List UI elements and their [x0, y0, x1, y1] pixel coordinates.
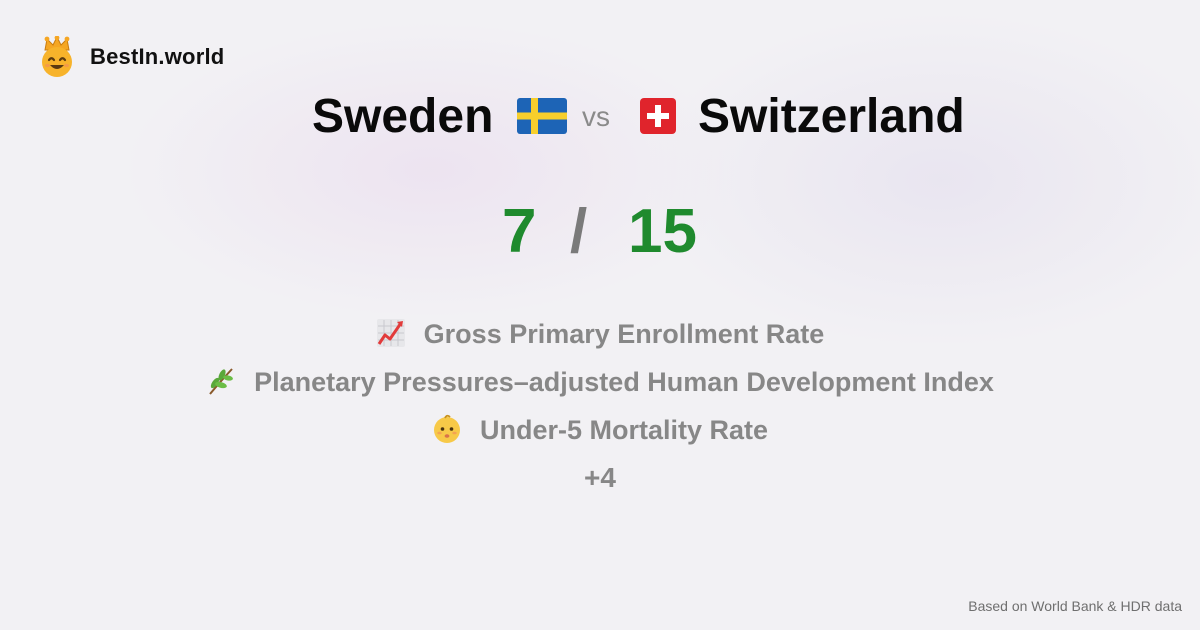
country-a-name: Sweden	[312, 90, 494, 143]
sweden-flag-icon	[517, 98, 567, 134]
background-blob	[120, 20, 740, 320]
background-blob	[640, 10, 1200, 350]
score-a: 7	[502, 197, 537, 266]
data-source-note: Based on World Bank & HDR data	[968, 598, 1182, 614]
herb-icon	[209, 368, 234, 395]
baby-icon	[433, 414, 460, 443]
comparison-title: Sweden vs Switzerland	[0, 88, 1200, 148]
metric-label: Under-5 Mortality Rate	[479, 415, 769, 445]
metric-item: Under-5 Mortality Rate	[0, 412, 1200, 448]
brand[interactable]: BestIn.world	[38, 36, 224, 78]
chart-increasing-icon	[376, 319, 405, 347]
vs-label: vs	[582, 101, 610, 132]
metric-item: Planetary Pressures–adjusted Human Devel…	[0, 364, 1200, 400]
score-separator: /	[570, 197, 588, 266]
brand-name: BestIn.world	[90, 44, 225, 69]
metric-item: Gross Primary Enrollment Rate	[0, 316, 1200, 352]
score-b: 15	[628, 197, 697, 266]
smiling-face-with-crown-icon	[42, 36, 72, 77]
more-metrics-count[interactable]: +4	[584, 462, 616, 493]
metric-label: Gross Primary Enrollment Rate	[423, 319, 825, 349]
switzerland-flag-icon	[640, 98, 676, 134]
country-b-name: Switzerland	[698, 90, 965, 143]
metric-label: Planetary Pressures–adjusted Human Devel…	[254, 367, 994, 397]
